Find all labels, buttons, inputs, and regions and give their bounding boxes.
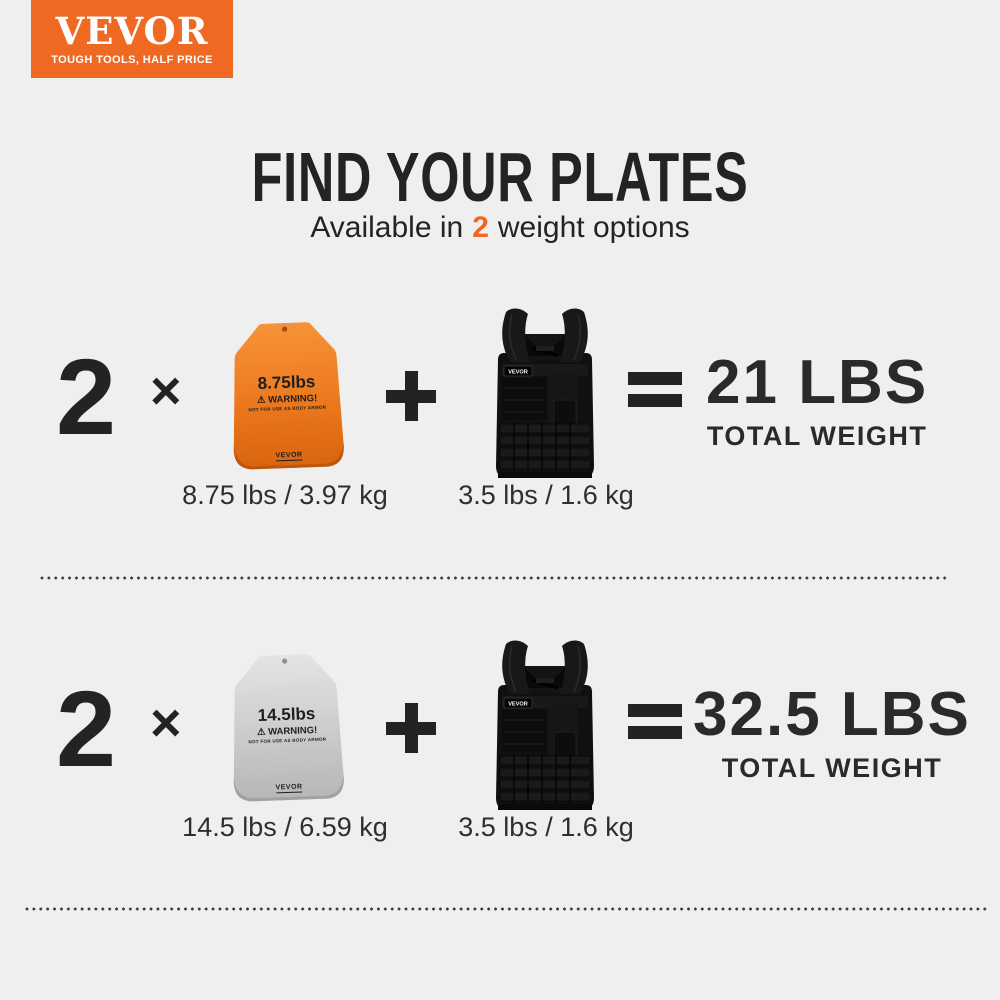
result-group: 21 LBS TOTAL WEIGHT [628, 352, 928, 452]
weight-plate-orange: 8.75lbs ⚠ WARNING! NOT FOR USE AS BODY A… [221, 318, 352, 476]
equals-bar [628, 394, 682, 407]
result-text: 32.5 LBS TOTAL WEIGHT [693, 684, 971, 784]
plate-hole [282, 658, 288, 664]
quantity-value: 2 [56, 336, 117, 457]
equals-icon [628, 704, 682, 739]
weight-option-row-1: 2 × 8.75lbs ⚠ WARNING! NOT FOR USE AS BO… [0, 300, 1000, 550]
vest-caption: 3.5 lbs / 1.6 kg [458, 812, 634, 842]
subtitle-count: 2 [472, 211, 489, 244]
plate-hole [282, 326, 288, 332]
vevor-logo: VEVOR TOUGH TOOLS, HALF PRICE [31, 0, 233, 78]
multiply-icon: × [150, 361, 182, 421]
subtitle-suffix: weight options [497, 211, 690, 244]
plate-brand-underline [276, 791, 303, 794]
total-weight-value: 32.5 LBS [693, 680, 971, 749]
page-title-text: FIND YOUR PLATES [251, 138, 749, 216]
weight-vest-image: VEVOR [496, 640, 594, 810]
plate-label-block: 8.75lbs ⚠ WARNING! NOT FOR USE AS BODY A… [221, 318, 352, 476]
vest-brand-label: VEVOR [508, 702, 528, 708]
multiply-icon: × [150, 693, 182, 753]
warning-triangle-icon: ⚠ [256, 394, 266, 407]
total-weight-label: TOTAL WEIGHT [721, 753, 943, 783]
dotted-divider [25, 907, 990, 911]
quantity-value: 2 [56, 668, 117, 789]
plate-shape [233, 322, 344, 470]
dotted-divider [40, 576, 948, 580]
weight-vest-image: VEVOR [496, 308, 594, 478]
plate-shape [233, 654, 344, 802]
result-group: 32.5 LBS TOTAL WEIGHT [628, 684, 971, 784]
result-text: 21 LBS TOTAL WEIGHT [706, 352, 928, 452]
plate-weight-label: 14.5lbs [257, 704, 316, 726]
plate-caption: 8.75 lbs / 3.97 kg [182, 480, 388, 510]
weight-option-row-2: 2 × 14.5lbs ⚠ WARNING! NOT FOR USE AS BO… [0, 632, 1000, 882]
vest-caption: 3.5 lbs / 1.6 kg [458, 480, 634, 510]
plus-icon [386, 371, 436, 421]
total-weight-label: TOTAL WEIGHT [706, 421, 928, 451]
page-subtitle: Available in 2 weight options [0, 211, 1000, 245]
plate-brand-mark: VEVOR [226, 449, 352, 463]
logo-tagline: TOUGH TOOLS, HALF PRICE [51, 53, 213, 66]
plate-brand-underline [276, 459, 303, 462]
equals-bar [628, 704, 682, 717]
equals-icon [628, 372, 682, 407]
vest-brand-label: VEVOR [508, 370, 528, 376]
warning-triangle-icon: ⚠ [256, 726, 266, 739]
plate-weight-label: 8.75lbs [257, 372, 316, 394]
plate-brand-text: VEVOR [275, 450, 303, 459]
weight-plate-silver: 14.5lbs ⚠ WARNING! NOT FOR USE AS BODY A… [221, 650, 352, 808]
plate-brand-text: VEVOR [275, 782, 303, 791]
equals-bar [628, 372, 682, 385]
plate-label-block: 14.5lbs ⚠ WARNING! NOT FOR USE AS BODY A… [221, 650, 352, 808]
total-weight-value: 21 LBS [706, 348, 929, 417]
logo-brand-text: VEVOR [55, 8, 209, 53]
plus-icon [386, 703, 436, 753]
plate-caption: 14.5 lbs / 6.59 kg [182, 812, 388, 842]
warning-text: WARNING! [267, 392, 318, 406]
equals-bar [628, 726, 682, 739]
plate-brand-mark: VEVOR [226, 781, 352, 795]
warning-text: WARNING! [267, 724, 318, 738]
page-title: FIND YOUR PLATES [0, 142, 1000, 212]
subtitle-prefix: Available in [310, 211, 464, 244]
